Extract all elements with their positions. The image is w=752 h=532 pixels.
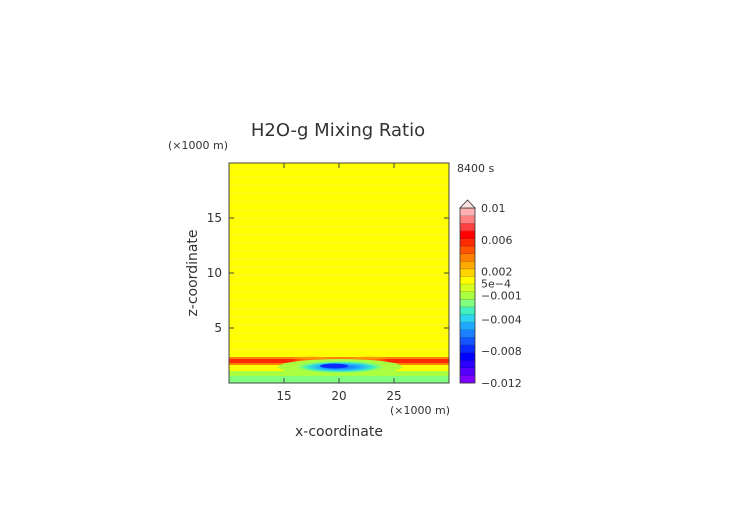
colorbar-label: −0.008: [481, 345, 522, 358]
colorbar-label: 0.002: [481, 266, 513, 279]
chart-title: H2O-g Mixing Ratio: [251, 120, 425, 141]
negative-core-center: [320, 363, 348, 369]
colorbar-segment: [460, 261, 475, 270]
x-unit-label: (×1000 m): [390, 404, 450, 417]
colorbar-label: −0.012: [481, 377, 522, 390]
plot-field: [228, 162, 450, 384]
colorbar-segment: [460, 238, 475, 247]
colorbar-extend-arrow: [459, 199, 476, 209]
field-background: [229, 163, 449, 383]
colorbar-segment: [460, 268, 475, 277]
x-tick-label: 20: [331, 389, 346, 403]
colorbar-segment: [460, 208, 475, 216]
colorbar-segment: [460, 215, 475, 224]
x-tick-label: 15: [276, 389, 291, 403]
colorbar-segment: [460, 253, 475, 262]
x-axis: 15 20 25: [276, 163, 402, 403]
colorbar-label: 5e−4: [481, 278, 511, 291]
x-axis-label: x-coordinate: [295, 424, 383, 440]
colorbar-segment: [460, 352, 475, 361]
colorbar-segment: [460, 367, 475, 376]
colorbar-label: −0.001: [481, 290, 522, 303]
colorbar-segment: [460, 299, 475, 308]
colorbar-label: −0.004: [481, 313, 522, 326]
field-contour-lines: [229, 168, 449, 350]
y-axis: 5 10 15: [207, 211, 449, 335]
y-axis-label: z-coordinate: [185, 229, 201, 316]
colorbar-segment: [460, 337, 475, 346]
colorbar-segment: [460, 306, 475, 315]
colorbar-label: 0.006: [481, 234, 513, 247]
colorbar-segment: [460, 360, 475, 369]
colorbar-segment: [460, 329, 475, 338]
colorbar-label: 0.01: [481, 202, 506, 215]
colorbar-segment: [460, 344, 475, 353]
colorbar-segment: [460, 246, 475, 254]
colorbar-segment: [460, 223, 475, 232]
colorbar-segment: [460, 291, 475, 300]
colorbar-segment: [460, 375, 475, 384]
colorbar-segment: [460, 314, 475, 323]
y-unit-label: (×1000 m): [168, 139, 228, 152]
colorbar-segment: [460, 276, 475, 285]
x-tick-label: 25: [386, 389, 401, 403]
colorbar-segment: [460, 230, 475, 239]
colorbar-segment: [460, 284, 475, 292]
y-tick-label: 15: [207, 211, 222, 225]
colorbar-segment: [460, 322, 475, 331]
y-tick-label: 5: [214, 321, 222, 335]
y-tick-label: 10: [207, 266, 222, 280]
time-label: 8400 s: [457, 162, 494, 175]
